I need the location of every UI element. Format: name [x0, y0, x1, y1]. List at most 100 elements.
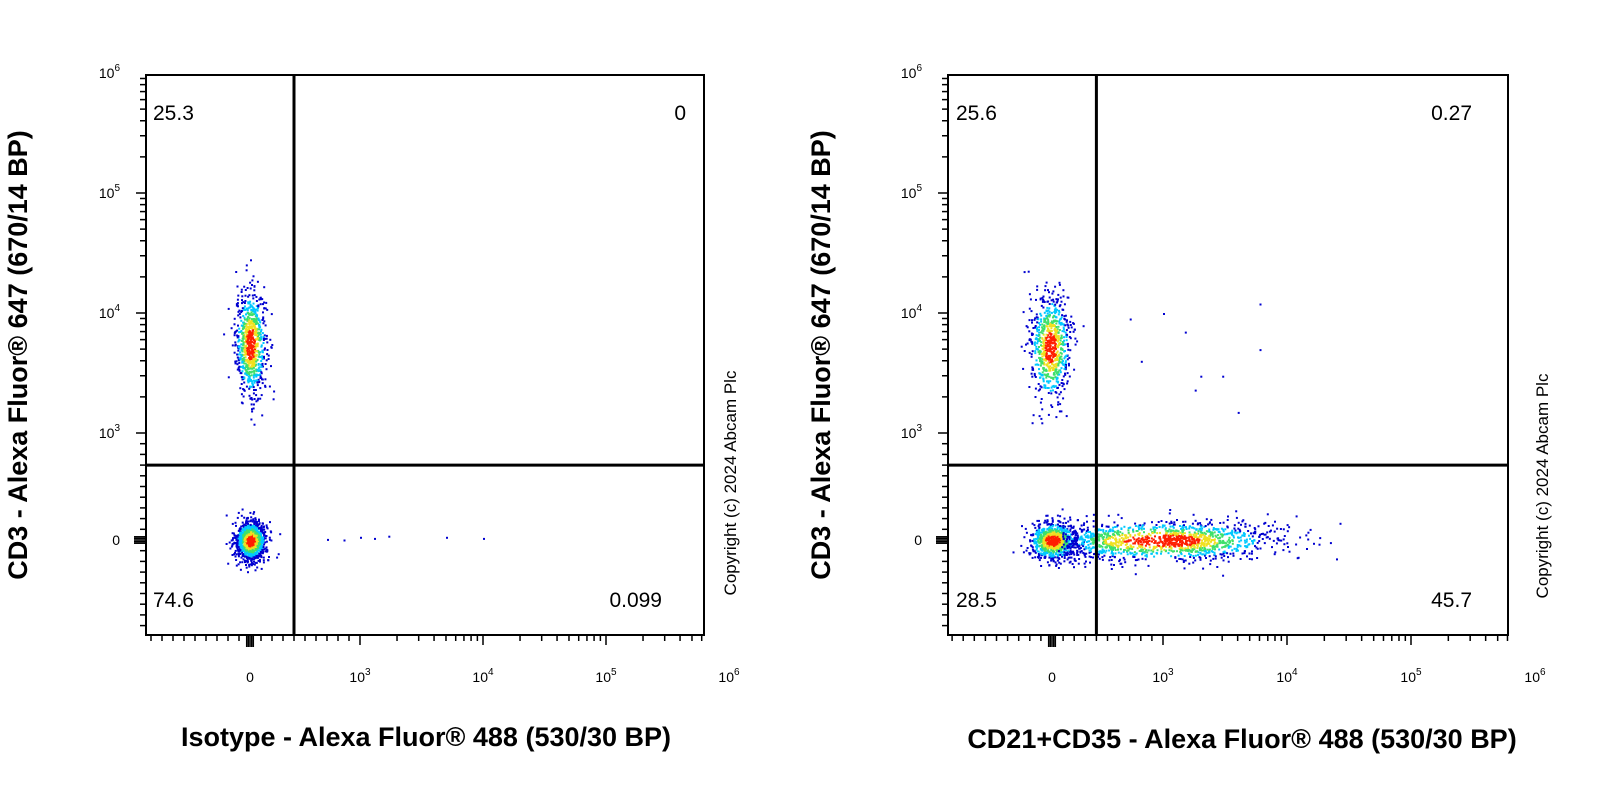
event-point [1062, 349, 1064, 351]
event-point [268, 556, 270, 558]
event-point [1238, 541, 1240, 543]
event-point [265, 537, 267, 539]
event-point [1240, 558, 1242, 560]
event-point [1067, 297, 1069, 299]
event-point [1148, 540, 1150, 542]
event-point [1248, 535, 1250, 537]
event-point [246, 533, 248, 535]
event-point [253, 389, 255, 391]
event-point [1221, 557, 1223, 559]
event-point [257, 546, 259, 548]
event-point [1069, 376, 1071, 378]
event-point [1032, 540, 1034, 542]
event-point [1199, 553, 1201, 555]
event-point [262, 332, 264, 334]
event-point [269, 521, 271, 523]
event-point [1077, 546, 1079, 548]
event-point [1036, 321, 1038, 323]
event-point [1050, 334, 1052, 336]
event-point [1043, 343, 1045, 345]
event-point [1063, 295, 1065, 297]
event-point [1109, 537, 1111, 539]
event-point [1128, 532, 1130, 534]
event-point [1156, 527, 1158, 529]
event-point [242, 344, 244, 346]
event-point [1062, 309, 1064, 311]
y-tick-label: 106 [901, 63, 923, 81]
event-point [257, 384, 259, 386]
event-point [1098, 551, 1100, 553]
event-point [1035, 538, 1037, 540]
event-point [1043, 384, 1045, 386]
event-point [241, 291, 243, 293]
event-point [1039, 377, 1041, 379]
event-point [1030, 534, 1032, 536]
event-point [1252, 542, 1254, 544]
event-point [252, 549, 254, 551]
event-point [1101, 534, 1103, 536]
event-point [241, 515, 243, 517]
event-point [1235, 530, 1237, 532]
event-point [238, 554, 240, 556]
event-point [1055, 530, 1057, 532]
event-point [235, 542, 237, 544]
event-point [1051, 312, 1053, 314]
event-point [1153, 542, 1155, 544]
event-point [1055, 392, 1057, 394]
event-point [1139, 524, 1141, 526]
event-point [253, 275, 255, 277]
event-point [1129, 535, 1131, 537]
event-point [1026, 532, 1028, 534]
event-point [228, 308, 230, 310]
event-point [1048, 316, 1050, 318]
event-point [1185, 538, 1187, 540]
event-point [1039, 337, 1041, 339]
event-point [1159, 532, 1161, 534]
event-point [1143, 539, 1145, 541]
quadrant-upper-left-percent: 25.3 [153, 102, 194, 125]
event-point [1145, 558, 1147, 560]
event-point [1040, 549, 1042, 551]
event-point [1234, 548, 1236, 550]
event-point [1038, 351, 1040, 353]
event-point [1101, 556, 1103, 558]
event-point [1051, 303, 1053, 305]
event-point [259, 539, 261, 541]
event-point [1231, 549, 1233, 551]
event-point [235, 556, 237, 558]
event-point [1209, 549, 1211, 551]
event-point [227, 563, 229, 565]
event-point [236, 354, 238, 356]
event-point [245, 522, 247, 524]
event-point [1117, 514, 1119, 516]
event-point [1020, 545, 1022, 547]
event-point [245, 360, 247, 362]
event-point [1044, 557, 1046, 559]
event-point [1038, 372, 1040, 374]
event-point [1059, 525, 1061, 527]
event-point [1228, 561, 1230, 563]
event-point [1043, 321, 1045, 323]
event-point [263, 526, 265, 528]
event-point [1029, 308, 1031, 310]
event-point [1169, 523, 1171, 525]
event-point [243, 377, 245, 379]
event-point [1057, 341, 1059, 343]
event-point [1174, 534, 1176, 536]
event-point [1123, 526, 1125, 528]
y-axis-title: CD3 - Alexa Fluor® 647 (670/14 BP) [3, 130, 33, 580]
event-point [1048, 538, 1050, 540]
event-point [250, 531, 252, 533]
event-point [483, 538, 485, 540]
event-point [258, 299, 260, 301]
event-point [1107, 533, 1109, 535]
event-point [1167, 539, 1169, 541]
event-point [1035, 325, 1037, 327]
event-point [1029, 540, 1031, 542]
event-point [238, 512, 240, 514]
event-point [1142, 558, 1144, 560]
event-point [1024, 271, 1026, 273]
event-point [1105, 539, 1107, 541]
event-point [1058, 313, 1060, 315]
event-point [253, 371, 255, 373]
